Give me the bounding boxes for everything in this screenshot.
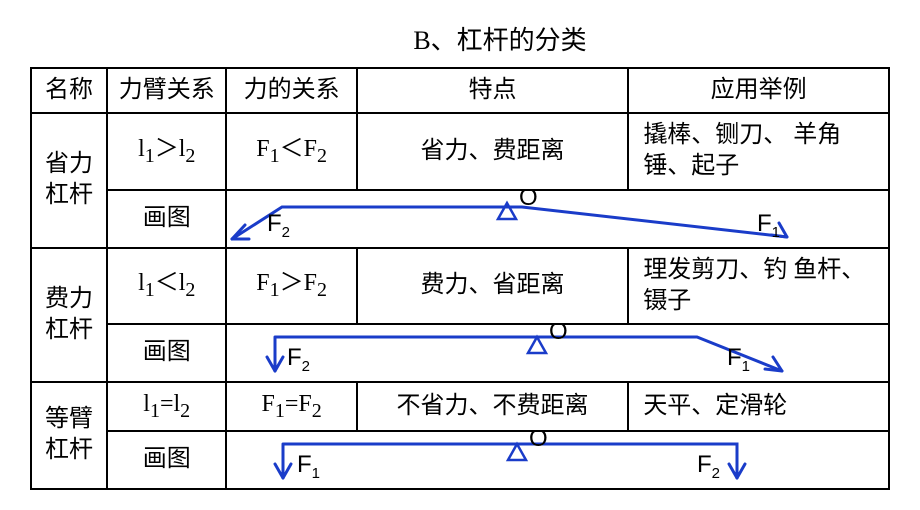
diagram-label: 画图 <box>107 431 226 489</box>
table-row: 等臂杠杆 l1=l2 F1=F2 不省力、不费距离 天平、定滑轮 <box>31 382 889 431</box>
svg-text:F2: F2 <box>267 210 290 241</box>
svg-text:F1: F1 <box>727 344 750 375</box>
lever-diagram: F2 F1 O <box>227 325 797 381</box>
row-application: 天平、定滑轮 <box>628 382 889 431</box>
row-force: F1=F2 <box>226 382 356 431</box>
table-row: 画图 F2 F1 O <box>31 190 889 248</box>
table-row: 费力杠杆 l1＜l2 F1＞F2 费力、省距离 理发剪刀、钓 鱼杆、镊子 <box>31 248 889 324</box>
svg-text:O: O <box>529 432 548 452</box>
row-application: 理发剪刀、钓 鱼杆、镊子 <box>628 248 889 324</box>
row-feature: 费力、省距离 <box>357 248 629 324</box>
page-title: B、杠杆的分类 <box>110 20 890 57</box>
svg-text:F2: F2 <box>287 344 310 375</box>
svg-text:O: O <box>549 325 568 345</box>
row-arm: l1＞l2 <box>107 113 226 189</box>
diagram-cell: F2 F1 O <box>226 431 889 489</box>
hdr-application: 应用举例 <box>628 68 889 113</box>
lever-diagram: F2 F1 O <box>227 432 797 488</box>
hdr-arm: 力臂关系 <box>107 68 226 113</box>
row-name: 费力杠杆 <box>31 248 107 382</box>
diagram-cell: F2 F1 O <box>226 324 889 382</box>
row-application: 撬棒、铡刀、 羊角锤、起子 <box>628 113 889 189</box>
header-row: 名称 力臂关系 力的关系 特点 应用举例 <box>31 68 889 113</box>
row-name: 省力杠杆 <box>31 113 107 247</box>
lever-diagram: F2 F1 O <box>227 191 797 247</box>
svg-text:F1: F1 <box>757 210 780 241</box>
hdr-force: 力的关系 <box>226 68 356 113</box>
row-feature: 省力、费距离 <box>357 113 629 189</box>
row-force: F1＜F2 <box>226 113 356 189</box>
diagram-label: 画图 <box>107 324 226 382</box>
table-row: 画图 F2 F1 O <box>31 431 889 489</box>
diagram-cell: F2 F1 O <box>226 190 889 248</box>
svg-text:F1: F1 <box>297 451 320 482</box>
row-feature: 不省力、不费距离 <box>357 382 629 431</box>
table-row: 画图 F2 F1 O <box>31 324 889 382</box>
lever-table: 名称 力臂关系 力的关系 特点 应用举例 省力杠杆 l1＞l2 F1＜F2 省力… <box>30 67 890 490</box>
row-name: 等臂杠杆 <box>31 382 107 489</box>
svg-text:F2: F2 <box>697 451 720 482</box>
row-arm: l1＜l2 <box>107 248 226 324</box>
table-row: 省力杠杆 l1＞l2 F1＜F2 省力、费距离 撬棒、铡刀、 羊角锤、起子 <box>31 113 889 189</box>
svg-text:O: O <box>519 191 538 211</box>
diagram-label: 画图 <box>107 190 226 248</box>
row-force: F1＞F2 <box>226 248 356 324</box>
hdr-feature: 特点 <box>357 68 629 113</box>
row-arm: l1=l2 <box>107 382 226 431</box>
hdr-name: 名称 <box>31 68 107 113</box>
